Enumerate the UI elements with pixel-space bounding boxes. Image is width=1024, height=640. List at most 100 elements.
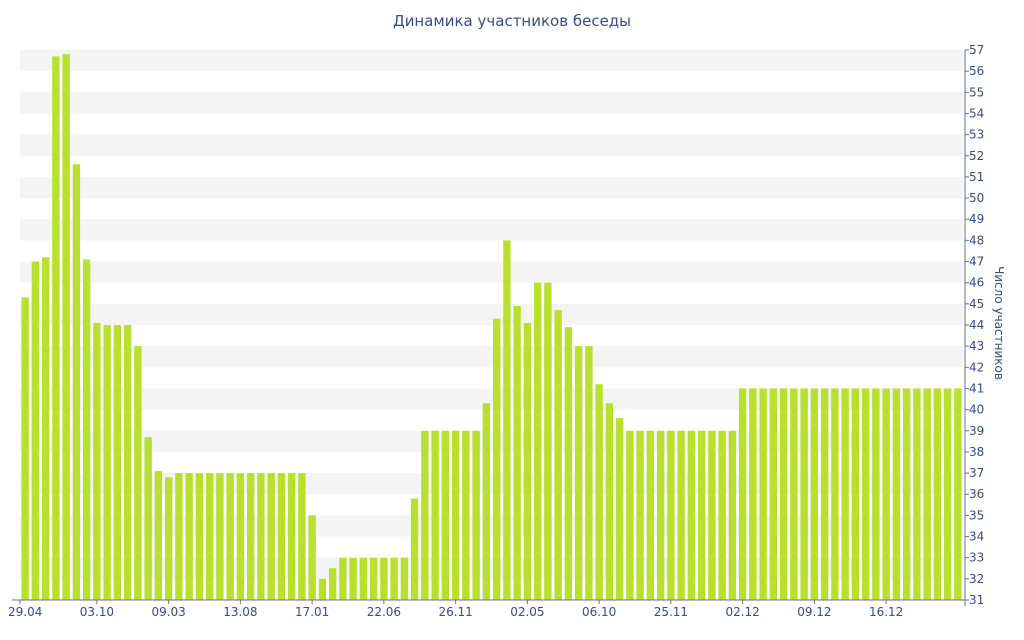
bar[interactable] bbox=[103, 325, 111, 600]
bar[interactable] bbox=[933, 388, 942, 600]
bar[interactable] bbox=[882, 388, 890, 600]
bar[interactable] bbox=[216, 473, 224, 600]
bar[interactable] bbox=[800, 388, 808, 600]
x-tick-label: 03.10 bbox=[80, 605, 114, 619]
bar[interactable] bbox=[585, 346, 593, 600]
bar[interactable] bbox=[564, 327, 573, 600]
bar[interactable] bbox=[646, 430, 655, 600]
bar[interactable] bbox=[123, 325, 132, 600]
bar[interactable] bbox=[21, 297, 29, 601]
bar[interactable] bbox=[298, 473, 306, 600]
bar[interactable] bbox=[257, 473, 265, 600]
bar[interactable] bbox=[134, 346, 142, 600]
bar[interactable] bbox=[236, 473, 245, 600]
bar[interactable] bbox=[441, 430, 450, 600]
bar[interactable] bbox=[31, 261, 40, 600]
bar[interactable] bbox=[175, 473, 183, 600]
bar[interactable] bbox=[913, 388, 921, 600]
bar[interactable] bbox=[482, 403, 491, 600]
bar[interactable] bbox=[544, 282, 552, 600]
bar[interactable] bbox=[810, 388, 819, 600]
y-tick-label: 41 bbox=[969, 381, 984, 395]
bar[interactable] bbox=[892, 388, 901, 600]
bar[interactable] bbox=[462, 430, 470, 600]
bar[interactable] bbox=[615, 418, 624, 600]
bar[interactable] bbox=[656, 430, 665, 600]
bar[interactable] bbox=[595, 384, 603, 600]
bar[interactable] bbox=[93, 322, 101, 600]
bar[interactable] bbox=[943, 388, 952, 600]
bar[interactable] bbox=[831, 388, 839, 600]
x-tick-label: 09.03 bbox=[151, 605, 185, 619]
bar[interactable] bbox=[769, 388, 778, 600]
bar[interactable] bbox=[574, 346, 583, 600]
bar[interactable] bbox=[62, 54, 70, 601]
bar[interactable] bbox=[820, 388, 829, 600]
x-tick-label: 02.12 bbox=[725, 605, 759, 619]
bar[interactable] bbox=[790, 388, 798, 600]
bar[interactable] bbox=[318, 578, 327, 600]
bar[interactable] bbox=[513, 305, 521, 600]
bar[interactable] bbox=[749, 388, 757, 600]
x-tick-label: 02.05 bbox=[510, 605, 544, 619]
bar[interactable] bbox=[451, 430, 460, 600]
bar[interactable] bbox=[492, 318, 501, 600]
grid-band bbox=[20, 134, 963, 156]
bar[interactable] bbox=[697, 430, 706, 600]
bar[interactable] bbox=[626, 430, 634, 600]
bar[interactable] bbox=[144, 437, 152, 600]
bar[interactable] bbox=[400, 557, 409, 600]
bar[interactable] bbox=[902, 388, 911, 600]
bar[interactable] bbox=[554, 310, 562, 600]
bar[interactable] bbox=[369, 557, 378, 600]
bar[interactable] bbox=[718, 430, 726, 600]
bar[interactable] bbox=[667, 430, 675, 600]
bar[interactable] bbox=[533, 282, 542, 600]
bar[interactable] bbox=[308, 515, 316, 600]
bar[interactable] bbox=[605, 403, 614, 600]
bar[interactable] bbox=[287, 473, 296, 600]
bar[interactable] bbox=[154, 470, 163, 600]
bar[interactable] bbox=[923, 388, 931, 600]
bar[interactable] bbox=[503, 240, 511, 600]
bar[interactable] bbox=[431, 430, 439, 600]
bar[interactable] bbox=[277, 473, 286, 600]
bar[interactable] bbox=[759, 388, 767, 600]
bar[interactable] bbox=[226, 473, 234, 600]
bar[interactable] bbox=[861, 388, 870, 600]
bar[interactable] bbox=[205, 473, 214, 600]
bar[interactable] bbox=[339, 557, 347, 600]
bar[interactable] bbox=[349, 557, 357, 600]
bar[interactable] bbox=[738, 388, 747, 600]
bar[interactable] bbox=[328, 568, 337, 600]
bar[interactable] bbox=[677, 430, 685, 600]
bar[interactable] bbox=[267, 473, 275, 600]
bar[interactable] bbox=[359, 557, 368, 600]
bar[interactable] bbox=[52, 56, 60, 601]
bar[interactable] bbox=[779, 388, 788, 600]
bar[interactable] bbox=[472, 430, 480, 600]
bar[interactable] bbox=[872, 388, 880, 600]
bar[interactable] bbox=[380, 557, 388, 600]
bar[interactable] bbox=[954, 388, 962, 600]
bar[interactable] bbox=[185, 473, 193, 600]
bar[interactable] bbox=[41, 257, 50, 600]
bar[interactable] bbox=[246, 473, 255, 600]
bar[interactable] bbox=[841, 388, 849, 600]
bar[interactable] bbox=[113, 325, 122, 600]
bar[interactable] bbox=[708, 430, 716, 600]
bar[interactable] bbox=[687, 430, 696, 600]
bar[interactable] bbox=[523, 322, 532, 600]
y-tick-label: 35 bbox=[969, 508, 984, 522]
bar[interactable] bbox=[390, 557, 398, 600]
bar[interactable] bbox=[421, 430, 429, 600]
y-tick-label: 51 bbox=[969, 170, 984, 184]
bar[interactable] bbox=[410, 498, 419, 600]
bar[interactable] bbox=[851, 388, 860, 600]
bar[interactable] bbox=[195, 473, 204, 600]
bar[interactable] bbox=[164, 477, 173, 600]
bar[interactable] bbox=[82, 259, 91, 600]
bar[interactable] bbox=[728, 430, 737, 600]
bar[interactable] bbox=[636, 430, 644, 600]
bar[interactable] bbox=[72, 164, 81, 601]
